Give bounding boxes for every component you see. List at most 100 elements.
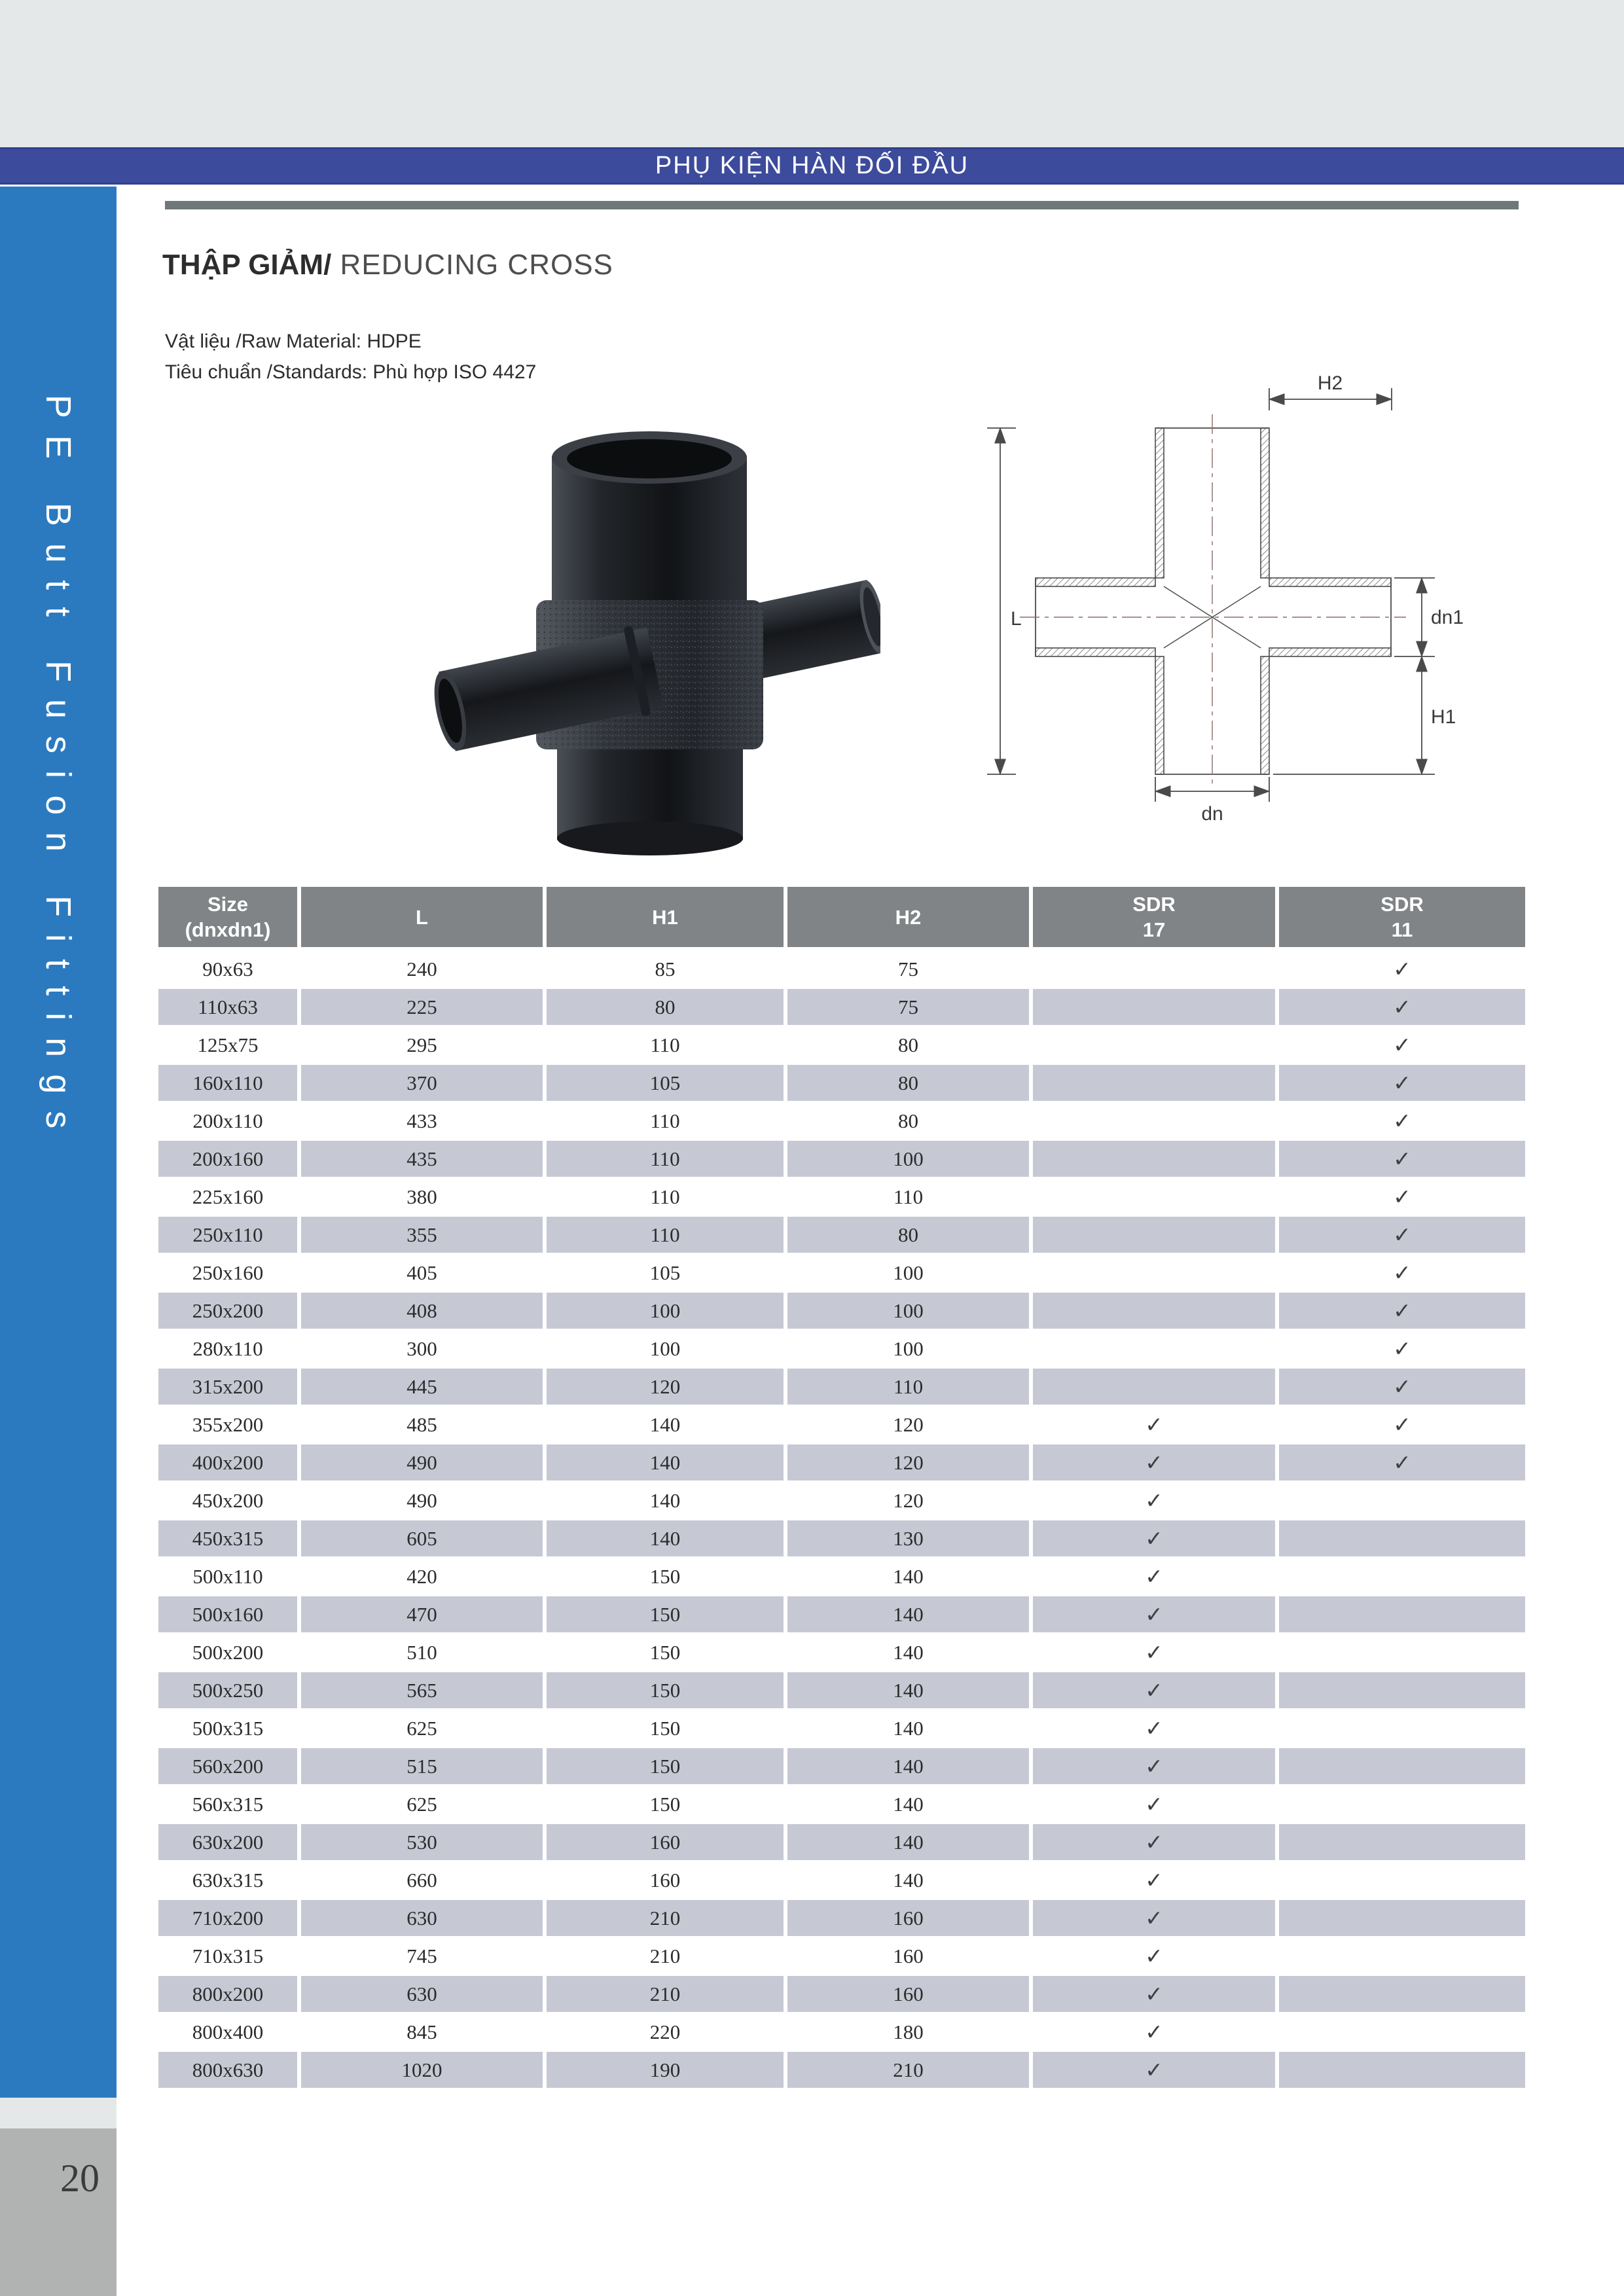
table-row: 800x200 630 210 160 ✓ bbox=[158, 1975, 1525, 2014]
table-row: 200x160 435 110 100 ✓ bbox=[158, 1139, 1525, 1179]
cross-outline bbox=[1035, 427, 1392, 775]
size-cell: 450x200 bbox=[158, 1481, 301, 1520]
l-cell: 510 bbox=[299, 1633, 547, 1672]
table-row: 500x110 420 150 140 ✓ bbox=[158, 1557, 1525, 1596]
h1-cell: 150 bbox=[545, 1671, 787, 1710]
sdr17-cell: ✓ bbox=[1031, 2051, 1279, 2090]
size-cell: 400x200 bbox=[158, 1443, 301, 1482]
size-cell: 500x200 bbox=[158, 1633, 301, 1672]
standards-line: Tiêu chuẩn /Standards: Phù hợp ISO 4427 bbox=[165, 361, 537, 383]
sdr11-cell: ✓ bbox=[1277, 1329, 1525, 1369]
h1-cell: 105 bbox=[545, 1064, 787, 1103]
size-cell: 800x400 bbox=[158, 2013, 301, 2052]
h2-cell: 100 bbox=[785, 1139, 1033, 1179]
size-cell: 710x200 bbox=[158, 1899, 301, 1938]
h1-cell: 160 bbox=[545, 1861, 787, 1900]
sidebar-foot-gap bbox=[0, 2098, 117, 2128]
h1-cell: 140 bbox=[545, 1405, 787, 1444]
l-cell: 405 bbox=[299, 1253, 547, 1293]
table-row: 125x75 295 110 80 ✓ bbox=[158, 1026, 1525, 1065]
sdr11-cell bbox=[1277, 1975, 1525, 2014]
sdr11-cell bbox=[1277, 1633, 1525, 1672]
h2-cell: 140 bbox=[785, 1557, 1033, 1596]
table-row: 500x200 510 150 140 ✓ bbox=[158, 1633, 1525, 1672]
l-cell: 1020 bbox=[299, 2051, 547, 2090]
l-cell: 605 bbox=[299, 1519, 547, 1558]
h2-cell: 120 bbox=[785, 1481, 1033, 1520]
l-cell: 485 bbox=[299, 1405, 547, 1444]
sdr17-cell: ✓ bbox=[1031, 1861, 1279, 1900]
table-row: 160x110 370 105 80 ✓ bbox=[158, 1064, 1525, 1103]
size-cell: 315x200 bbox=[158, 1367, 301, 1407]
product-photo bbox=[434, 431, 880, 855]
h1-cell: 110 bbox=[545, 1102, 787, 1141]
column-header: L bbox=[299, 887, 547, 949]
sdr17-cell bbox=[1031, 1291, 1279, 1331]
size-cell: 280x110 bbox=[158, 1329, 301, 1369]
h1-cell: 150 bbox=[545, 1595, 787, 1634]
sdr17-cell: ✓ bbox=[1031, 1747, 1279, 1786]
h2-cell: 100 bbox=[785, 1291, 1033, 1331]
l-cell: 355 bbox=[299, 1215, 547, 1255]
sdr17-cell bbox=[1031, 1102, 1279, 1141]
sdr17-cell: ✓ bbox=[1031, 1899, 1279, 1938]
table-row: 630x200 530 160 140 ✓ bbox=[158, 1823, 1525, 1862]
sdr17-cell bbox=[1031, 1253, 1279, 1293]
table-row: 500x315 625 150 140 ✓ bbox=[158, 1709, 1525, 1748]
h1-cell: 150 bbox=[545, 1747, 787, 1786]
h2-cell: 140 bbox=[785, 1671, 1033, 1710]
material-info: Vật liệu /Raw Material: HDPE Tiêu chuẩn … bbox=[165, 326, 536, 387]
h2-cell: 140 bbox=[785, 1823, 1033, 1862]
size-cell: 500x110 bbox=[158, 1557, 301, 1596]
sdr17-cell bbox=[1031, 949, 1279, 989]
banner-title: PHỤ KIỆN HÀN ĐỐI ĐẦU bbox=[655, 152, 969, 179]
size-cell: 110x63 bbox=[158, 988, 301, 1027]
sdr17-cell bbox=[1031, 1329, 1279, 1369]
dim-label-h2: H2 bbox=[1318, 372, 1343, 394]
column-header: SDR 11 bbox=[1277, 887, 1525, 949]
sdr17-cell bbox=[1031, 1367, 1279, 1407]
h1-cell: 220 bbox=[545, 2013, 787, 2052]
size-cell: 500x160 bbox=[158, 1595, 301, 1634]
l-cell: 420 bbox=[299, 1557, 547, 1596]
column-header: Size (dnxdn1) bbox=[158, 887, 301, 949]
sdr11-cell: ✓ bbox=[1277, 1405, 1525, 1444]
sdr11-cell bbox=[1277, 1747, 1525, 1786]
h2-cell: 160 bbox=[785, 1937, 1033, 1976]
h2-cell: 110 bbox=[785, 1367, 1033, 1407]
page-title: THẬP GIẢM/ REDUCING CROSS bbox=[162, 249, 613, 281]
page-number: 20 bbox=[0, 2128, 117, 2296]
h1-cell: 150 bbox=[545, 1785, 787, 1824]
l-cell: 515 bbox=[299, 1747, 547, 1786]
column-header: H1 bbox=[545, 887, 787, 949]
l-cell: 745 bbox=[299, 1937, 547, 1976]
l-cell: 445 bbox=[299, 1367, 547, 1407]
h2-cell: 160 bbox=[785, 1899, 1033, 1938]
h2-cell: 210 bbox=[785, 2051, 1033, 2090]
h1-cell: 110 bbox=[545, 1177, 787, 1217]
table-row: 90x63 240 85 75 ✓ bbox=[158, 949, 1525, 989]
l-cell: 490 bbox=[299, 1481, 547, 1520]
table-row: 560x200 515 150 140 ✓ bbox=[158, 1747, 1525, 1786]
table-row: 710x315 745 210 160 ✓ bbox=[158, 1937, 1525, 1976]
spec-table: Size (dnxdn1) L H1 H2 SDR 17 SDR 11 90x63 240 85 75… bbox=[158, 887, 1525, 2090]
sdr11-cell bbox=[1277, 1709, 1525, 1748]
sdr11-cell: ✓ bbox=[1277, 1443, 1525, 1482]
sdr11-cell bbox=[1277, 1785, 1525, 1824]
size-cell: 160x110 bbox=[158, 1064, 301, 1103]
h2-cell: 130 bbox=[785, 1519, 1033, 1558]
sdr17-cell bbox=[1031, 1064, 1279, 1103]
h1-cell: 85 bbox=[545, 949, 787, 989]
table-row: 500x250 565 150 140 ✓ bbox=[158, 1671, 1525, 1710]
sdr17-cell: ✓ bbox=[1031, 1709, 1279, 1748]
sdr17-cell: ✓ bbox=[1031, 1633, 1279, 1672]
size-cell: 225x160 bbox=[158, 1177, 301, 1217]
table-row: 450x200 490 140 120 ✓ bbox=[158, 1481, 1525, 1520]
h2-cell: 140 bbox=[785, 1709, 1033, 1748]
l-cell: 530 bbox=[299, 1823, 547, 1862]
table-row: 800x400 845 220 180 ✓ bbox=[158, 2013, 1525, 2052]
sdr11-cell: ✓ bbox=[1277, 1064, 1525, 1103]
sdr17-cell bbox=[1031, 1177, 1279, 1217]
sdr17-cell: ✓ bbox=[1031, 1481, 1279, 1520]
h1-cell: 80 bbox=[545, 988, 787, 1027]
